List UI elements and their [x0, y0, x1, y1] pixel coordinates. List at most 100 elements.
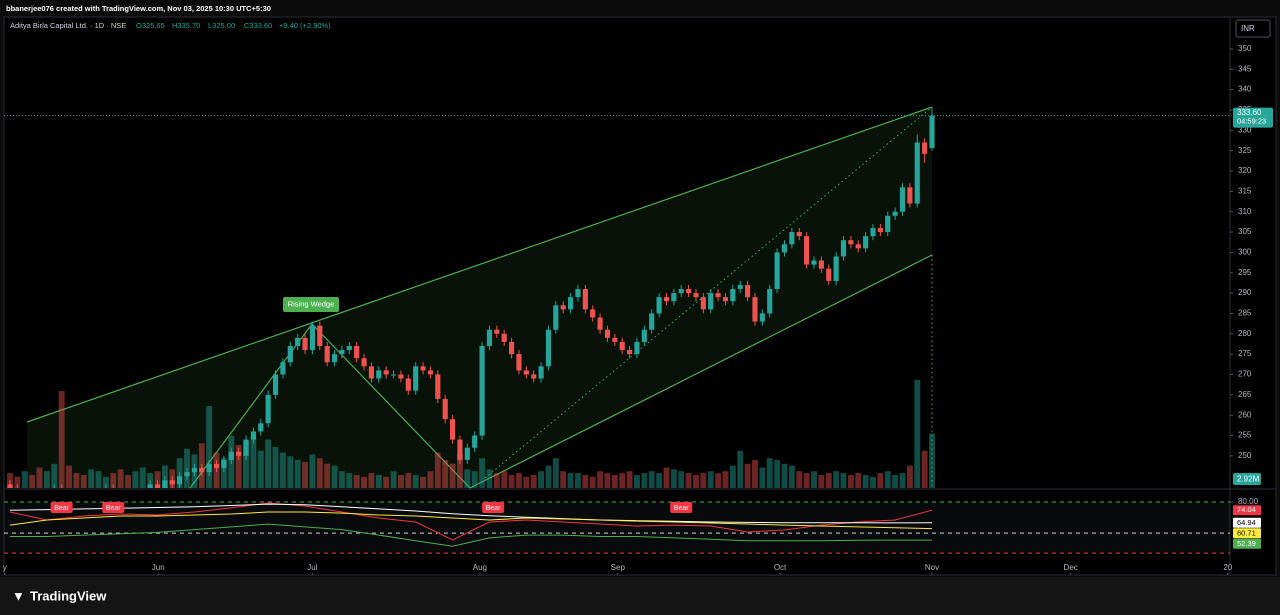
credit: bbanerjee076 created with TradingView.co… — [6, 4, 271, 13]
candle-body — [354, 345, 360, 359]
ohlc-low: L325.00 — [208, 21, 235, 30]
currency: INR — [1241, 24, 1255, 33]
candle-body — [656, 297, 662, 314]
volume-bar — [80, 474, 87, 488]
y-tick-label: 345 — [1238, 64, 1252, 73]
candle-body — [848, 240, 854, 245]
candle-body — [553, 305, 559, 330]
candle-body — [383, 370, 389, 375]
volume-bar — [678, 471, 685, 488]
indicator-value-label: 52.39 — [1237, 539, 1256, 548]
candle-body — [390, 374, 397, 376]
y-tick-label: 330 — [1238, 125, 1252, 134]
candle-body — [804, 236, 810, 265]
candle-body — [619, 341, 625, 351]
x-tick-label: Oct — [774, 563, 787, 572]
volume-bar — [833, 471, 840, 488]
candle-body — [272, 374, 279, 395]
volume-bar — [88, 469, 95, 488]
candle-body — [457, 439, 463, 460]
ohlc-high: H335.70 — [172, 21, 200, 30]
volume-bar — [29, 474, 36, 488]
candle-body — [295, 337, 301, 346]
candle-body — [7, 484, 13, 488]
volume-bar — [656, 473, 663, 488]
y-tick-label: 350 — [1238, 44, 1252, 53]
y-tick-label: 340 — [1238, 85, 1252, 94]
volume-bar — [582, 474, 589, 488]
volume-bar — [560, 471, 567, 488]
bear-label: Bear — [486, 505, 501, 512]
volume-bar — [715, 473, 722, 488]
candle-body — [287, 345, 293, 363]
candle-body — [627, 350, 633, 355]
candle-body — [840, 240, 847, 257]
volume-bar — [361, 476, 368, 488]
candle-body — [649, 313, 655, 330]
candle-body — [191, 468, 197, 473]
volume-bar — [375, 474, 382, 488]
volume-bar — [14, 476, 21, 488]
footer — [0, 577, 1280, 615]
candle-body — [929, 115, 935, 149]
candle-body — [686, 289, 692, 294]
candle-body — [582, 289, 588, 310]
volume-label-box — [1233, 473, 1261, 485]
indicator-value-box — [1233, 538, 1261, 549]
volume-bar — [110, 473, 117, 488]
volume-bar — [788, 465, 795, 488]
candle-body — [309, 325, 316, 351]
candle-body — [280, 362, 286, 375]
volume-bar — [250, 437, 257, 488]
volume-bar — [634, 474, 640, 488]
volume-bar — [257, 450, 264, 488]
indicator-value-box — [1233, 517, 1261, 528]
candle-body — [922, 142, 928, 154]
indicator-value-label: 60.71 — [1237, 528, 1256, 537]
pattern-badge — [283, 297, 339, 312]
volume-bar — [125, 474, 131, 488]
volume-bar — [294, 460, 301, 488]
candle-body — [162, 480, 168, 488]
y-tick-label: 275 — [1238, 349, 1252, 358]
volume-bar — [877, 473, 884, 488]
candle-body — [317, 325, 323, 346]
y-tick-label: 285 — [1238, 309, 1252, 318]
candle-body — [228, 451, 234, 460]
volume-bar — [825, 473, 832, 488]
volume-bar — [102, 476, 109, 488]
wedge-fill — [27, 107, 932, 488]
candle-body — [590, 309, 596, 318]
candle-body — [413, 366, 419, 391]
volume-bar — [707, 471, 714, 488]
volume-bar — [899, 473, 906, 488]
candle-body — [420, 366, 426, 371]
volume-bar — [346, 473, 353, 488]
volume-bar — [434, 452, 441, 488]
volume-bar — [464, 469, 471, 488]
volume-bar — [235, 445, 242, 488]
volume-bar — [737, 450, 744, 488]
candle-body — [331, 354, 338, 363]
volume-bar — [493, 473, 500, 488]
volume-bar — [353, 474, 360, 488]
volume-bar — [66, 465, 72, 488]
currency-box[interactable] — [1235, 19, 1271, 38]
volume-bar — [611, 474, 618, 488]
indicator-value-box — [1233, 528, 1261, 539]
candle-body — [265, 394, 271, 424]
volume-bar — [272, 446, 279, 488]
volume-bar — [538, 471, 545, 488]
volume-bar — [390, 471, 397, 488]
x-tick-label: Jul — [307, 563, 317, 572]
volume-bar — [906, 465, 913, 488]
candle-body — [302, 337, 308, 351]
pattern-label: Rising Wedge — [288, 299, 335, 308]
candle-body — [154, 484, 161, 488]
candle-body — [398, 374, 404, 379]
volume-bar — [383, 476, 390, 488]
candle-body — [752, 297, 758, 322]
candle-body — [560, 305, 566, 310]
brand: TradingView — [30, 588, 107, 603]
